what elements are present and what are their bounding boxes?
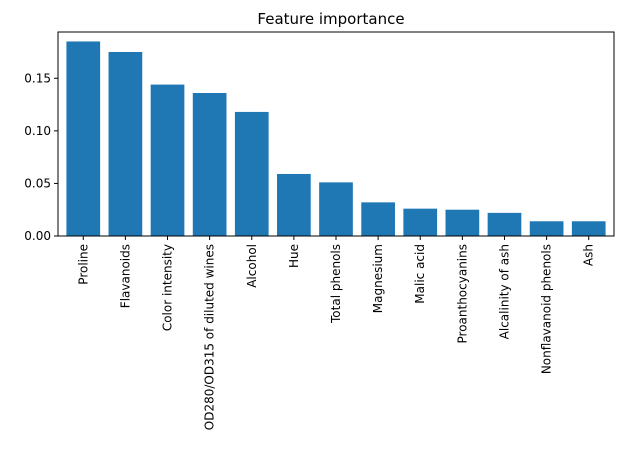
x-tick-label-6: Total phenols <box>329 244 343 324</box>
x-tick-label-0: Proline <box>76 244 90 285</box>
x-tick-label-9: Proanthocyanins <box>455 244 469 344</box>
bar-10 <box>487 212 522 236</box>
y-tick-label-2: 0.10 <box>24 124 51 138</box>
plot-frame <box>57 31 615 237</box>
bar-9 <box>445 209 480 236</box>
x-tick-label-7: Magnesium <box>371 244 385 313</box>
x-tick-label-2: Color intensity <box>161 244 175 331</box>
x-tick-label-11: Nonflavanoid phenols <box>540 244 554 374</box>
x-tick-label-4: Alcohol <box>245 244 259 288</box>
bar-4 <box>234 111 269 236</box>
bars-group <box>66 41 606 237</box>
x-tick-label-3: OD280/OD315 of diluted wines <box>203 244 217 430</box>
x-tick-label-10: Alcalinity of ash <box>497 244 511 339</box>
bar-12 <box>571 221 606 236</box>
bar-3 <box>192 92 227 237</box>
y-tick-label-1: 0.05 <box>24 176 51 190</box>
y-tick-label-0: 0.00 <box>24 229 51 243</box>
x-axis: Proline Flavanoids Color intensity OD280/OD… <box>76 236 596 430</box>
x-tick-label-8: Malic acid <box>413 244 427 304</box>
x-tick-label-5: Hue <box>287 244 301 268</box>
bar-7 <box>361 202 395 236</box>
bar-2 <box>150 84 185 236</box>
bar-11 <box>529 221 564 236</box>
y-tick-label-3: 0.15 <box>24 71 51 85</box>
bar-1 <box>108 51 143 237</box>
x-tick-label-12: Ash <box>582 244 596 266</box>
chart-title: Feature importance <box>257 10 404 28</box>
x-tick-label-1: Flavanoids <box>118 244 132 308</box>
bar-5 <box>277 173 311 236</box>
bar-6 <box>319 182 353 236</box>
bar-0 <box>66 41 101 237</box>
bar-8 <box>403 208 438 236</box>
y-axis: 0.00 0.05 0.10 0.15 <box>24 71 58 243</box>
